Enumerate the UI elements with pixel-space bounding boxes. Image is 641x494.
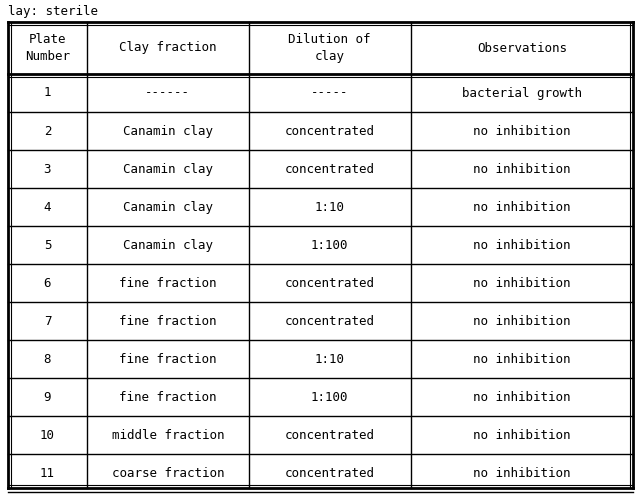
Text: fine fraction: fine fraction <box>119 353 217 366</box>
Text: 6: 6 <box>44 277 51 289</box>
Text: 9: 9 <box>44 390 51 404</box>
Text: Observations: Observations <box>477 41 567 54</box>
Text: concentrated: concentrated <box>285 277 374 289</box>
Text: fine fraction: fine fraction <box>119 315 217 328</box>
Text: 8: 8 <box>44 353 51 366</box>
Text: concentrated: concentrated <box>285 428 374 442</box>
Text: no inhibition: no inhibition <box>473 315 570 328</box>
Text: bacterial growth: bacterial growth <box>462 86 582 99</box>
Text: Plate
Number: Plate Number <box>25 33 70 63</box>
Text: 10: 10 <box>40 428 55 442</box>
Text: concentrated: concentrated <box>285 124 374 137</box>
Text: 7: 7 <box>44 315 51 328</box>
Text: Canamin clay: Canamin clay <box>123 163 213 175</box>
Text: 1:10: 1:10 <box>315 353 345 366</box>
Text: no inhibition: no inhibition <box>473 124 570 137</box>
Text: lay: sterile: lay: sterile <box>8 5 98 18</box>
Text: Canamin clay: Canamin clay <box>123 201 213 213</box>
Text: Dilution of
clay: Dilution of clay <box>288 33 371 63</box>
Text: no inhibition: no inhibition <box>473 466 570 480</box>
Text: 2: 2 <box>44 124 51 137</box>
Text: 11: 11 <box>40 466 55 480</box>
Text: no inhibition: no inhibition <box>473 390 570 404</box>
Text: ------: ------ <box>146 86 190 99</box>
Text: no inhibition: no inhibition <box>473 163 570 175</box>
Text: Clay fraction: Clay fraction <box>119 41 217 54</box>
Text: 1:100: 1:100 <box>311 239 348 251</box>
Text: -----: ----- <box>311 86 348 99</box>
Text: 4: 4 <box>44 201 51 213</box>
Text: fine fraction: fine fraction <box>119 390 217 404</box>
Text: 1:10: 1:10 <box>315 201 345 213</box>
Text: middle fraction: middle fraction <box>112 428 224 442</box>
Text: 1: 1 <box>44 86 51 99</box>
Text: concentrated: concentrated <box>285 163 374 175</box>
Text: Canamin clay: Canamin clay <box>123 239 213 251</box>
Text: Canamin clay: Canamin clay <box>123 124 213 137</box>
Text: no inhibition: no inhibition <box>473 239 570 251</box>
Text: concentrated: concentrated <box>285 466 374 480</box>
Text: 3: 3 <box>44 163 51 175</box>
Text: no inhibition: no inhibition <box>473 201 570 213</box>
Text: no inhibition: no inhibition <box>473 353 570 366</box>
Text: no inhibition: no inhibition <box>473 277 570 289</box>
Text: 1:100: 1:100 <box>311 390 348 404</box>
Text: 5: 5 <box>44 239 51 251</box>
Text: concentrated: concentrated <box>285 315 374 328</box>
Text: no inhibition: no inhibition <box>473 428 570 442</box>
Text: coarse fraction: coarse fraction <box>112 466 224 480</box>
Text: fine fraction: fine fraction <box>119 277 217 289</box>
